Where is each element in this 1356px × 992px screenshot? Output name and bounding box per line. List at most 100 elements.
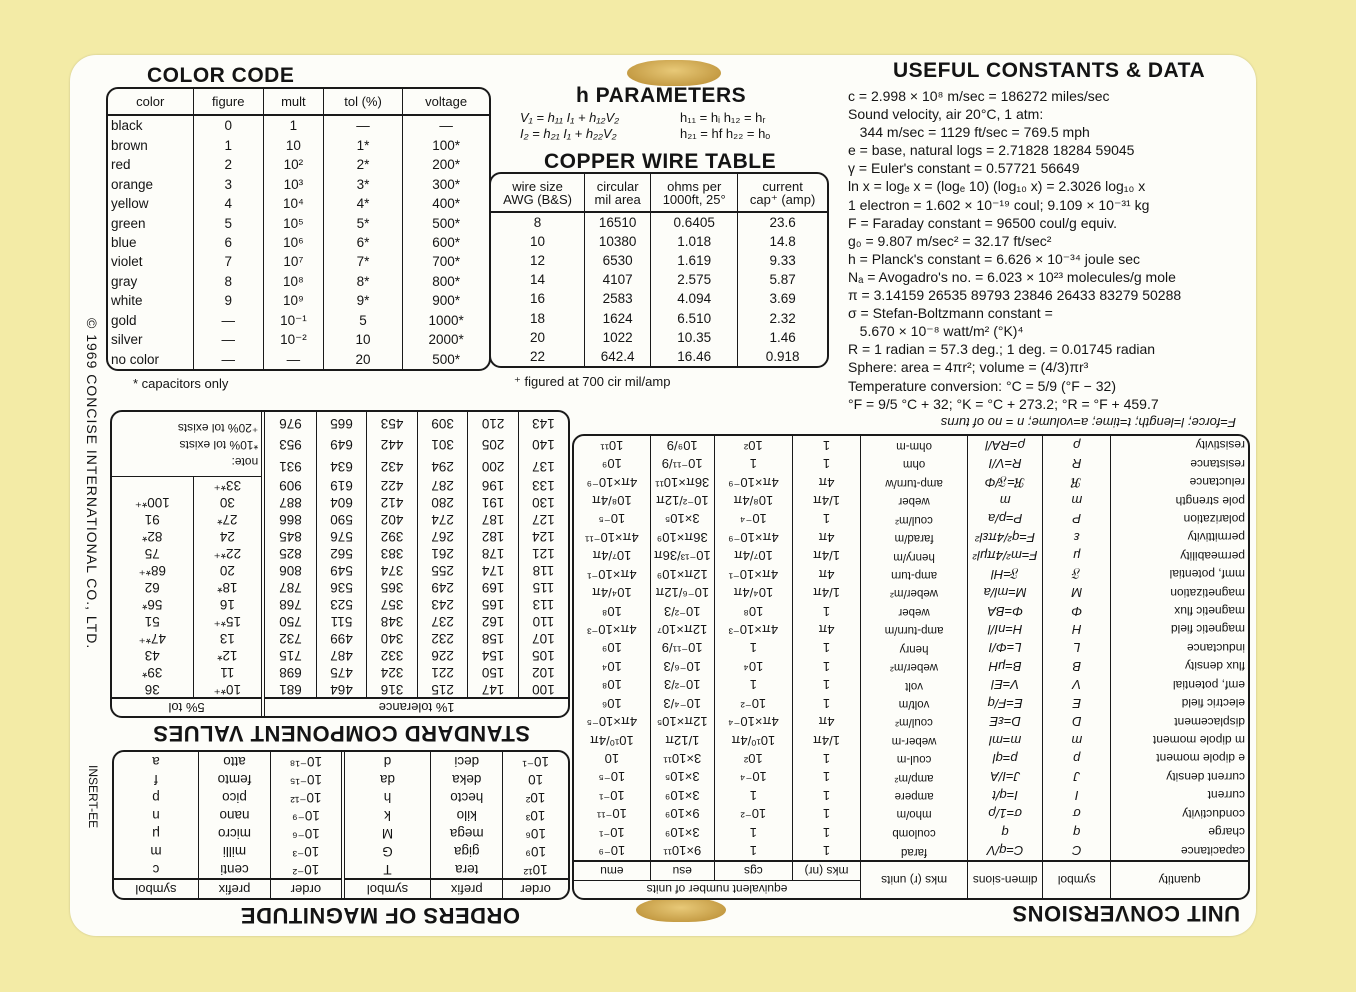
table-cell: J bbox=[1042, 767, 1111, 787]
value-1pct: 196 bbox=[467, 476, 519, 495]
table-cell: 1 bbox=[714, 454, 793, 473]
value-1pct: 715 bbox=[263, 646, 317, 664]
column-header-dimensions: dimen-sions bbox=[967, 861, 1043, 898]
value-1pct: 768 bbox=[263, 595, 317, 613]
header-line: cap⁺ (amp) bbox=[749, 191, 816, 207]
value-1pct: 102 bbox=[532, 664, 555, 680]
table-cell: current density bbox=[1166, 769, 1245, 784]
table-row: green 5 10⁵ 5* 500* bbox=[108, 213, 489, 233]
table-row: 130 191 280 412 604 887 30 100*⁺ bbox=[112, 494, 568, 512]
table-cell: 3.69 bbox=[737, 289, 827, 309]
table-row: 105 154 226 332 487 715 12* 43 bbox=[112, 646, 568, 664]
table-cell: 10⁸ bbox=[714, 601, 793, 621]
table-cell: 1 bbox=[792, 657, 861, 676]
constant-line: e = base, natural logs = 2.71828 18284 5… bbox=[848, 142, 1135, 159]
table-cell: 10⁻⁶/12π bbox=[650, 583, 715, 602]
table-cell: 23.6 bbox=[737, 212, 827, 233]
value-1pct: 475 bbox=[316, 663, 367, 681]
table-row: blue 6 10⁶ 6* 600* bbox=[108, 232, 489, 253]
header-line: AWG (B&S) bbox=[503, 191, 572, 207]
table-cell: 6 bbox=[192, 232, 264, 253]
table-cell: 10⁹ bbox=[525, 843, 547, 859]
table-cell: σ bbox=[1042, 804, 1111, 823]
table-cell: 2 bbox=[192, 155, 264, 175]
value-5pct: 56* bbox=[112, 595, 194, 613]
table-cell: σ=1/ρ bbox=[967, 804, 1043, 823]
column-header: wire size AWG (B&S) bbox=[491, 174, 585, 213]
table-cell: m=ml bbox=[967, 730, 1043, 750]
table-cell: 10⁻⁵ bbox=[574, 509, 651, 529]
table-cell: 1 bbox=[792, 767, 861, 787]
column-header: circular mil area bbox=[584, 174, 651, 213]
table-cell: milli bbox=[198, 842, 271, 861]
table-cell: 10⁻¹³/36π bbox=[650, 546, 715, 566]
value-1pct: 562 bbox=[316, 544, 367, 562]
column-header: voltage bbox=[402, 89, 489, 116]
value-1pct: 590 bbox=[316, 511, 367, 528]
table-cell: B bbox=[1042, 657, 1111, 676]
table-cell: gray bbox=[111, 273, 138, 289]
table-cell: pole strength bbox=[1175, 493, 1245, 508]
table-cell: 10⁷/4π bbox=[714, 546, 793, 566]
table-cell: M=ml/a bbox=[967, 583, 1043, 602]
constant-line: R = 1 radian = 57.3 deg.; 1 deg. = 0.017… bbox=[848, 341, 1156, 358]
constant-line: 344 m/sec = 1129 ft/sec = 769.5 mph bbox=[848, 124, 1090, 141]
table-cell: 800* bbox=[402, 271, 489, 292]
value-1pct: 226 bbox=[417, 646, 468, 664]
table-cell: 10⁻²/12π bbox=[650, 491, 715, 510]
table-cell: M bbox=[342, 824, 431, 843]
table-cell: 10⁻¹ bbox=[574, 822, 651, 842]
value-1pct: 147 bbox=[467, 680, 519, 699]
table-cell: kilo bbox=[430, 806, 503, 825]
table-row: 8 16510 0.6405 23.6 bbox=[491, 212, 827, 233]
table-cell: micro bbox=[198, 824, 271, 843]
table-cell: white bbox=[111, 293, 143, 309]
table-row: magnetic flux Φ Φ=BA weber 1 10⁸ 10⁻²/3 10⁸ bbox=[574, 601, 1248, 621]
value-1pct: 698 bbox=[263, 663, 317, 681]
table-cell: J=I/A bbox=[967, 767, 1043, 787]
table-cell: deci bbox=[430, 752, 503, 771]
table-row: 1% tolerance 5% tol bbox=[112, 698, 568, 716]
table-cell: Φ bbox=[1042, 601, 1111, 621]
table-cell: 8* bbox=[322, 271, 403, 292]
table-cell: 22 bbox=[530, 348, 546, 364]
unit-conversions-section: UNIT CONVERSIONS quantity symbol dimen-sio… bbox=[568, 410, 1250, 926]
table-cell: 10⁷ bbox=[262, 252, 324, 272]
table-row: orange 3 10³ 3* 300* bbox=[108, 174, 489, 195]
table-cell: R=V/I bbox=[967, 454, 1043, 473]
color-code-table: color figure mult tol (%) voltage black 0 1— — br… bbox=[106, 87, 491, 371]
value-1pct: 576 bbox=[316, 527, 367, 545]
table-cell: M bbox=[1042, 583, 1111, 602]
value-5pct: 10*⁺ bbox=[193, 680, 264, 699]
constant-line: h = Planck's constant = 6.626 × 10⁻³⁴ jo… bbox=[848, 250, 1140, 267]
table-cell: resistance bbox=[1190, 456, 1245, 471]
table-cell: E=F/q bbox=[967, 693, 1043, 713]
table-cell: f bbox=[114, 770, 199, 789]
value-1pct: 383 bbox=[366, 544, 418, 562]
copper-wire-title: COPPER WIRE TABLE bbox=[544, 150, 777, 173]
copper-wire-footnote: ⁺ figured at 700 cir mil/amp bbox=[514, 374, 671, 389]
table-cell: m bbox=[1042, 491, 1111, 510]
table-cell: 1 bbox=[714, 638, 793, 658]
table-cell: 10⁴ bbox=[262, 194, 324, 214]
table-row: yellow 4 10⁴ 4* 400* bbox=[108, 194, 489, 214]
table-cell: 10⁸ bbox=[574, 601, 651, 621]
table-cell: polarization bbox=[1183, 511, 1245, 526]
table-cell: centi bbox=[198, 860, 271, 880]
table-row: 107 158 232 340 499 732 13 47*⁺ bbox=[112, 629, 568, 647]
value-1pct: 169 bbox=[467, 578, 519, 596]
table-cell: 12 bbox=[530, 253, 546, 269]
column-header: order bbox=[270, 879, 343, 898]
table-cell: q bbox=[1042, 822, 1111, 842]
table-row: 10³ kilo k 10⁻⁹ nano n bbox=[114, 806, 568, 825]
value-1pct: 549 bbox=[316, 561, 367, 579]
table-cell: 6* bbox=[322, 232, 403, 253]
table-cell: 1022 bbox=[584, 327, 651, 347]
value-1pct: 221 bbox=[417, 663, 468, 681]
table-cell: coul/m² bbox=[860, 712, 968, 731]
table-cell: 10⁻¹¹/9 bbox=[650, 638, 715, 658]
table-cell: 1 bbox=[792, 841, 861, 862]
table-cell: c bbox=[114, 860, 199, 880]
value-1pct: 249 bbox=[417, 578, 468, 596]
table-cell: 7 bbox=[192, 252, 264, 272]
